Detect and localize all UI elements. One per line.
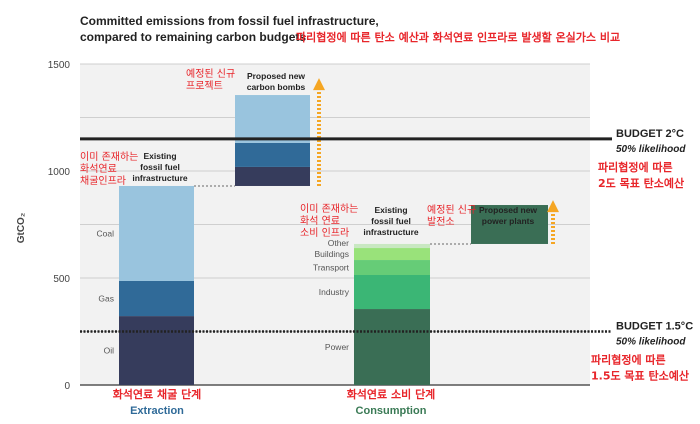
chart-title-korean: 파리협정에 따른 탄소 예산과 화석연료 인프라로 발생할 온실가스 비교 bbox=[296, 30, 620, 44]
segment-label: Gas bbox=[98, 294, 114, 304]
bar-segment bbox=[354, 275, 430, 310]
bar-label: infrastructure bbox=[363, 227, 419, 237]
bar-label-korean: 채굴인프라 bbox=[80, 175, 126, 187]
bar-segment bbox=[235, 166, 310, 186]
bar-segment bbox=[471, 205, 548, 244]
budget-likelihood: 50% likelihood bbox=[616, 144, 686, 155]
y-axis-label: GtCO₂ bbox=[16, 213, 27, 244]
bar-segment bbox=[119, 316, 194, 385]
bar-label: fossil fuel bbox=[371, 216, 411, 226]
bar-segment bbox=[119, 280, 194, 317]
bar-label: Proposed new bbox=[479, 205, 537, 215]
bar-label-korean: 프로젝트 bbox=[186, 80, 223, 92]
bar-label: Proposed new bbox=[247, 71, 305, 81]
bar-label-korean: 예정된 신규 bbox=[427, 204, 476, 216]
budget-korean: 파리협정에 따른 bbox=[598, 160, 673, 174]
bar-label-korean: 화석연료 bbox=[80, 163, 117, 175]
segment-label: Coal bbox=[97, 228, 115, 238]
bar-segment bbox=[119, 185, 194, 281]
bar-label-korean: 이미 존재하는 bbox=[300, 202, 358, 215]
y-tick-label: 500 bbox=[53, 274, 70, 285]
budget-label: BUDGET 1.5°C bbox=[616, 321, 693, 333]
bar-segment bbox=[354, 260, 430, 276]
budget-korean: 파리협정에 따른 bbox=[591, 353, 666, 367]
chart-title-line1: Committed emissions from fossil fuel inf… bbox=[80, 14, 379, 28]
bar-label-korean: 예정된 신규 bbox=[186, 68, 235, 80]
segment-label: Buildings bbox=[315, 249, 350, 259]
bar-label: infrastructure bbox=[132, 173, 188, 183]
bar-segment bbox=[235, 142, 310, 167]
group-label: Extraction bbox=[130, 405, 184, 417]
budget-likelihood: 50% likelihood bbox=[616, 337, 686, 348]
segment-label: Power bbox=[325, 342, 349, 352]
y-tick-label: 1000 bbox=[48, 167, 71, 178]
bar-label-korean: 이미 존재하는 bbox=[80, 150, 138, 163]
bar-segment bbox=[235, 95, 310, 143]
budget-korean-2: 2도 목표 탄소예산 bbox=[598, 176, 684, 190]
segment-label: Industry bbox=[319, 287, 350, 297]
y-tick-label: 1500 bbox=[48, 60, 71, 71]
bar-label: carbon bombs bbox=[247, 82, 306, 92]
bar-label-korean: 화석 연료 bbox=[300, 215, 340, 227]
bar-segment bbox=[354, 243, 430, 249]
y-tick-label: 0 bbox=[64, 381, 70, 392]
arrow-head-icon bbox=[313, 78, 325, 91]
chart-title-line2: compared to remaining carbon budgets bbox=[80, 30, 306, 44]
bar-label: Existing bbox=[374, 205, 407, 215]
group-label-korean: 화석연료 채굴 단계 bbox=[113, 387, 202, 401]
arrow-head-icon bbox=[547, 200, 559, 213]
bar-label-korean: 발전소 bbox=[427, 216, 455, 228]
bar-label: power plants bbox=[482, 216, 535, 226]
bar-label: fossil fuel bbox=[140, 162, 180, 172]
budget-korean-2: 1.5도 목표 탄소예산 bbox=[591, 369, 689, 383]
bar-segment bbox=[354, 309, 430, 385]
group-label: Consumption bbox=[356, 405, 427, 417]
group-label-korean: 화석연료 소비 단계 bbox=[347, 387, 436, 401]
bar-label-korean: 소비 인프라 bbox=[300, 227, 349, 239]
segment-label: Other bbox=[328, 238, 349, 248]
segment-label: Transport bbox=[313, 263, 350, 273]
bar-label: Existing bbox=[143, 151, 176, 161]
segment-label: Oil bbox=[104, 346, 115, 356]
budget-label: BUDGET 2°C bbox=[616, 128, 684, 140]
bar-segment bbox=[354, 248, 430, 261]
